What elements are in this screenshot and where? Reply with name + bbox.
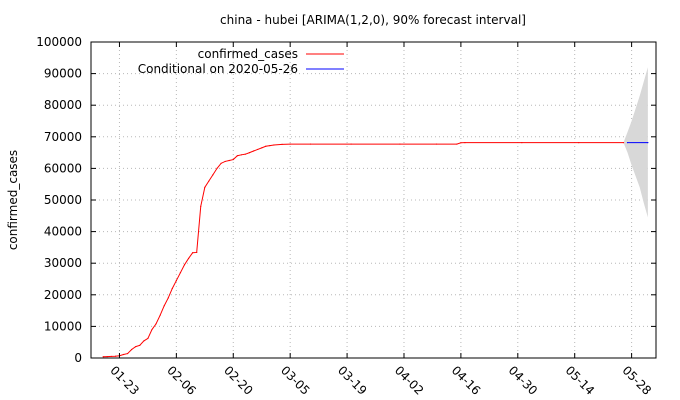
series-point-0 <box>248 152 251 154</box>
x-tick-label: 02-06 <box>164 363 199 398</box>
series-point-0 <box>216 167 218 169</box>
series-point-0 <box>143 340 145 342</box>
grid-layer <box>91 42 656 358</box>
series-point-0 <box>456 143 458 145</box>
series-point-0 <box>281 143 283 145</box>
x-ticks: 01-23 02-06 02-20 03-05 03-19 04-02 04-16 04-30… <box>107 42 654 398</box>
chart-title: china - hubei [ARIMA(1,2,0), 90% forecas… <box>220 13 526 27</box>
y-tick-label: 100000 <box>36 35 82 49</box>
series-point-0 <box>163 305 165 307</box>
series-point-0 <box>622 142 625 144</box>
y-tick-label: 90000 <box>44 67 82 81</box>
series-point-0 <box>464 142 466 144</box>
series-point-0 <box>114 355 116 357</box>
series-point-0 <box>252 150 255 152</box>
series-point-0 <box>521 142 523 144</box>
series-point-0 <box>196 251 198 254</box>
series-point-0 <box>228 159 230 162</box>
x-tick-label: 05-28 <box>619 363 654 398</box>
y-ticks: 0 10000 20000 30000 40000 50000 60000 70000 8000… <box>36 35 656 365</box>
legend-label-confirmed-cases: confirmed_cases <box>198 47 298 61</box>
series-point-0 <box>131 348 133 351</box>
series-point-0 <box>212 174 214 176</box>
legend-label-conditional: Conditional on 2020-05-26 <box>138 62 298 76</box>
series-point-0 <box>578 142 580 144</box>
series-point-0 <box>244 153 247 155</box>
series-point-0 <box>139 344 141 346</box>
series-point-0 <box>159 314 161 316</box>
series-point-0 <box>126 352 129 355</box>
x-tick-label: 04-16 <box>449 363 484 398</box>
y-tick-label: 70000 <box>44 130 82 144</box>
x-tick-label: 03-05 <box>278 363 313 398</box>
x-tick-label: 02-20 <box>221 363 256 398</box>
x-tick-label: 04-30 <box>506 363 541 398</box>
series-point-0 <box>102 356 104 358</box>
y-tick-label: 20000 <box>44 288 82 302</box>
series-point-0 <box>183 264 186 266</box>
series-point-0 <box>147 337 149 340</box>
series-point-0 <box>289 143 291 145</box>
legend: confirmed_cases Conditional on 2020-05-2… <box>138 47 344 76</box>
series-point-0 <box>399 143 401 145</box>
series-point-0 <box>309 143 312 145</box>
series-point-0 <box>236 155 238 157</box>
series-point-0 <box>167 297 169 299</box>
x-tick-label: 04-02 <box>392 363 427 398</box>
series-point-0 <box>179 272 182 274</box>
series-point-0 <box>155 323 157 325</box>
series-point-1 <box>647 142 649 144</box>
series-point-1 <box>626 142 629 144</box>
series-point-0 <box>240 154 242 156</box>
y-tick-label: 30000 <box>44 256 82 270</box>
y-tick-label: 40000 <box>44 225 82 239</box>
series-point-0 <box>273 144 275 146</box>
series-point-0 <box>257 148 259 151</box>
series-point-0 <box>224 160 226 163</box>
y-tick-label: 10000 <box>44 319 82 333</box>
series-point-0 <box>350 143 352 145</box>
series-line-0 <box>103 142 624 358</box>
series-point-0 <box>110 355 112 358</box>
series-point-0 <box>171 287 173 290</box>
series-point-0 <box>232 158 234 161</box>
series-layer <box>102 142 649 358</box>
series-point-0 <box>204 186 206 188</box>
series-point-0 <box>265 145 267 147</box>
series-point-0 <box>261 147 263 149</box>
series-point-0 <box>187 257 190 260</box>
series-point-0 <box>208 180 210 182</box>
series-point-0 <box>175 279 177 282</box>
x-tick-label: 05-14 <box>563 363 598 398</box>
y-tick-label: 50000 <box>44 193 82 207</box>
y-axis-title: confirmed_cases <box>6 150 20 250</box>
series-point-0 <box>122 353 125 356</box>
series-point-0 <box>200 205 202 207</box>
y-tick-label: 60000 <box>44 161 82 175</box>
y-tick-label: 0 <box>74 351 82 365</box>
series-point-0 <box>220 162 222 164</box>
series-point-0 <box>460 142 462 144</box>
series-point-0 <box>269 145 271 147</box>
series-point-0 <box>435 143 438 145</box>
series-point-0 <box>192 252 194 254</box>
series-point-0 <box>106 355 108 358</box>
x-tick-label: 03-19 <box>335 363 370 398</box>
y-tick-label: 80000 <box>44 98 82 112</box>
x-tick-label: 01-23 <box>107 363 142 398</box>
series-point-0 <box>151 328 153 331</box>
series-point-0 <box>135 346 137 348</box>
